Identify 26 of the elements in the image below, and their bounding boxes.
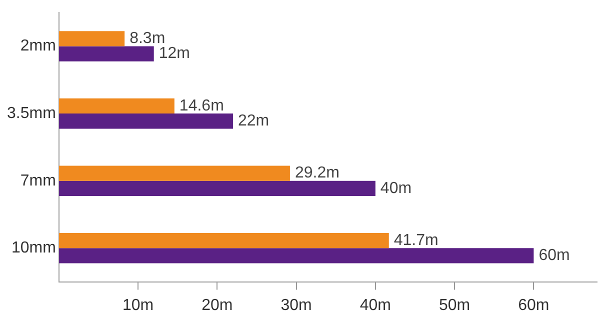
y-tick-label: 7mm [20, 172, 56, 190]
y-tick-label: 10mm [11, 240, 56, 257]
data-label: 40m [380, 180, 412, 197]
y-tick-label: 2mm [20, 38, 56, 55]
bar [58, 31, 125, 46]
x-tick-label: 30m [280, 296, 312, 314]
data-label: 8.3m [130, 30, 166, 48]
x-tick-label: 20m [202, 296, 233, 314]
data-label: 29.2m [294, 164, 340, 182]
y-tick-label: 3.5mm [6, 104, 56, 122]
bar [58, 114, 233, 129]
bar [58, 180, 376, 196]
x-tick-label: 60m [518, 296, 550, 314]
bar [58, 233, 389, 248]
x-tick-label: 50m [439, 296, 470, 314]
data-label: 12m [158, 45, 190, 62]
bar [58, 166, 290, 181]
bar [58, 98, 174, 114]
x-tick-label: 40m [360, 296, 391, 314]
data-label: 41.7m [394, 232, 438, 249]
data-label: 60m [538, 247, 570, 264]
data-label: 22m [238, 112, 270, 130]
x-tick-label: 10m [122, 296, 154, 314]
bar [58, 46, 154, 62]
bar [58, 248, 534, 264]
data-label: 14.6m [179, 97, 224, 114]
